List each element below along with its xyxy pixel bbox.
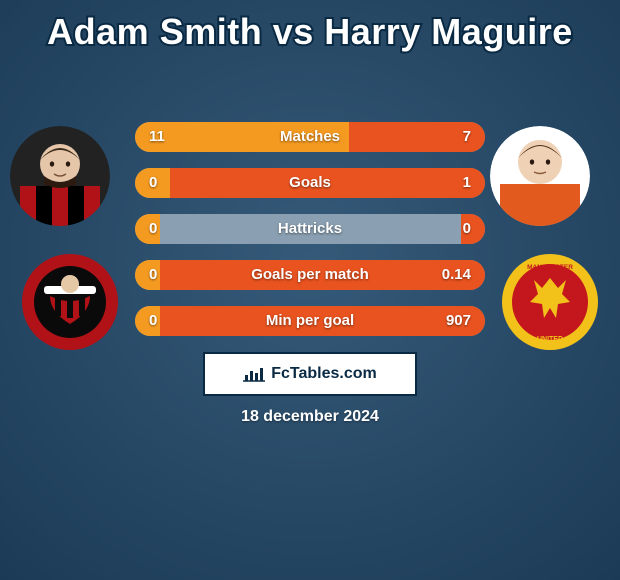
stat-row: Matches11 7: [135, 122, 485, 152]
svg-text:MANCHESTER: MANCHESTER: [527, 264, 573, 271]
stat-row: Hattricks0 0: [135, 214, 485, 244]
stat-row: Goals0 1: [135, 168, 485, 198]
title-svg: Adam Smith vs Harry Maguire: [0, 6, 620, 56]
stat-label: Goals: [135, 168, 485, 198]
stat-label: Min per goal: [135, 306, 485, 336]
stat-value-left: 0: [149, 214, 157, 244]
club-badge-left: [20, 252, 120, 352]
chart-icon: [243, 365, 265, 383]
stat-value-right: 7: [463, 122, 471, 152]
stat-value-right: 0.14: [442, 260, 471, 290]
stat-value-right: 1: [463, 168, 471, 198]
svg-text:UNITED: UNITED: [537, 336, 563, 343]
club-badge-right: UNITED MANCHESTER: [500, 252, 600, 352]
stat-label: Matches: [135, 122, 485, 152]
stat-value-left: 0: [149, 260, 157, 290]
stats-panel: Matches117Goals01Hattricks00Goals per ma…: [135, 122, 485, 352]
stat-value-left: 0: [149, 168, 157, 198]
stat-label: Goals per match: [135, 260, 485, 290]
stat-row: Min per goal0 907: [135, 306, 485, 336]
avatar-player-left: [10, 126, 110, 226]
stat-label: Hattricks: [135, 214, 485, 244]
stat-value-right: 0: [463, 214, 471, 244]
page-title: Adam Smith vs Harry Maguire: [0, 0, 620, 66]
date-label: 18 december 2024: [0, 408, 620, 426]
stat-row: Goals per match0 0.14: [135, 260, 485, 290]
brand-label: FcTables.com: [271, 365, 377, 383]
stat-value-left: 11: [149, 122, 165, 152]
stat-value-left: 0: [149, 306, 157, 336]
brand-box: FcTables.com: [203, 352, 417, 396]
stat-value-right: 907: [446, 306, 471, 336]
svg-text:Adam Smith vs Harry Maguire: Adam Smith vs Harry Maguire: [47, 11, 573, 52]
avatar-player-right: [490, 126, 590, 226]
